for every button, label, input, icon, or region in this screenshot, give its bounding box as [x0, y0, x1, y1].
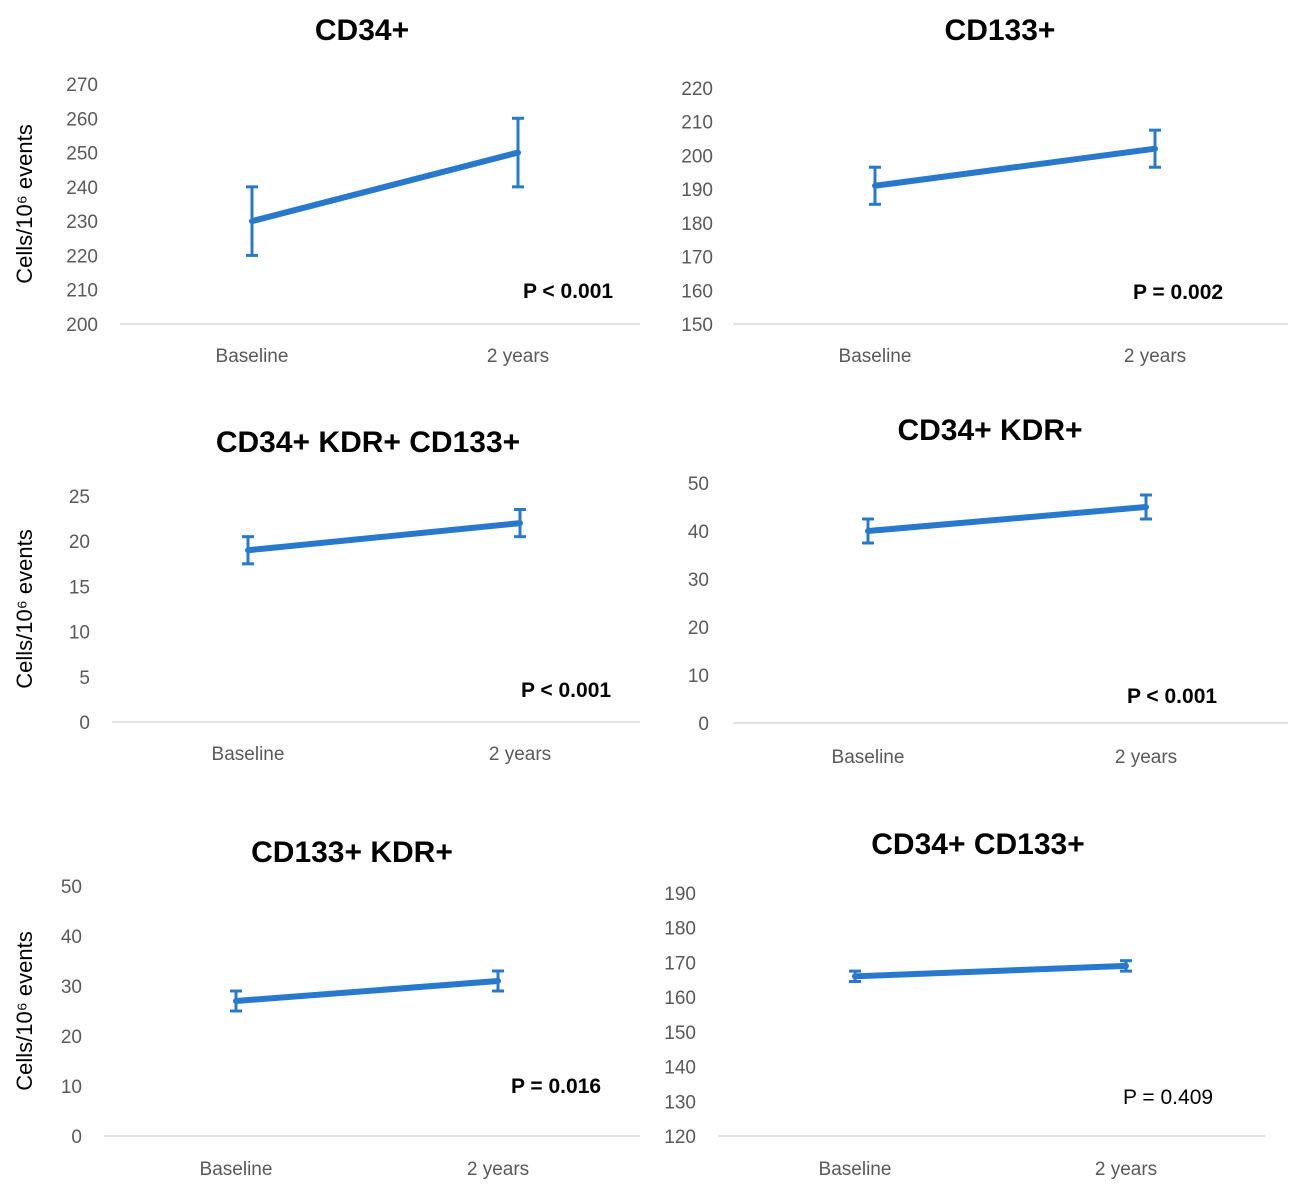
y-tick-label: 190	[681, 180, 713, 201]
x-tick-label: 2 years	[487, 346, 549, 367]
y-tick-label: 150	[664, 1023, 696, 1044]
y-axis-label: Cells/10⁶ events	[12, 124, 37, 283]
y-tick-label: 0	[71, 1127, 82, 1148]
y-tick-label: 40	[688, 522, 709, 543]
series-line	[233, 978, 501, 1004]
y-tick-label: 10	[688, 666, 709, 687]
y-tick-label: 210	[681, 113, 713, 134]
x-tick-label: Baseline	[839, 346, 912, 367]
y-tick-label: 25	[69, 487, 90, 508]
y-tick-label: 120	[664, 1127, 696, 1148]
y-tick-label: 250	[66, 144, 98, 165]
chart-title: CD34+	[315, 14, 409, 47]
y-tick-label: 170	[664, 953, 696, 974]
series-line	[865, 504, 1149, 534]
p-value-label: P = 0.002	[1133, 281, 1223, 304]
x-tick-label: Baseline	[212, 744, 285, 765]
series-line	[249, 149, 521, 225]
chart-title: CD34+ KDR+	[897, 414, 1082, 447]
p-value-label: P = 0.409	[1123, 1086, 1213, 1109]
series-line	[245, 520, 523, 554]
y-tick-label: 20	[61, 1027, 82, 1048]
y-axis-label: Cells/10⁶ events	[12, 529, 37, 688]
p-value-label: P < 0.001	[521, 679, 611, 702]
y-tick-label: 260	[66, 109, 98, 130]
chart-title: CD34+ KDR+ CD133+	[216, 426, 520, 459]
y-tick-label: 30	[61, 977, 82, 998]
x-tick-label: 2 years	[1124, 346, 1186, 367]
chart-title: CD34+ CD133+	[871, 828, 1084, 861]
y-tick-label: 190	[664, 884, 696, 905]
chart-title: CD133+ KDR+	[251, 836, 453, 869]
series-line	[872, 145, 1158, 189]
y-tick-label: 20	[69, 532, 90, 553]
chart-title: CD133+	[945, 14, 1056, 47]
y-tick-label: 0	[79, 713, 90, 734]
x-tick-label: 2 years	[489, 744, 551, 765]
y-tick-label: 30	[688, 570, 709, 591]
y-tick-label: 220	[681, 79, 713, 100]
y-tick-label: 210	[66, 281, 98, 302]
y-tick-label: 200	[66, 315, 98, 336]
x-tick-label: 2 years	[1115, 747, 1177, 768]
p-value-label: P = 0.016	[511, 1075, 601, 1098]
p-value-label: P < 0.001	[523, 280, 613, 303]
y-tick-label: 170	[681, 248, 713, 269]
y-tick-label: 230	[66, 212, 98, 233]
y-tick-label: 15	[69, 577, 90, 598]
y-tick-label: 10	[61, 1077, 82, 1098]
x-tick-label: Baseline	[216, 346, 289, 367]
y-tick-label: 270	[66, 75, 98, 96]
y-tick-label: 220	[66, 246, 98, 267]
y-axis-label: Cells/10⁶ events	[12, 931, 37, 1090]
y-tick-label: 160	[664, 988, 696, 1009]
y-tick-label: 140	[664, 1058, 696, 1079]
y-tick-label: 10	[69, 623, 90, 644]
y-tick-label: 5	[79, 668, 90, 689]
y-tick-label: 160	[681, 281, 713, 302]
y-tick-label: 40	[61, 927, 82, 948]
p-value-label: P < 0.001	[1127, 685, 1217, 708]
y-tick-label: 180	[681, 214, 713, 235]
y-tick-label: 50	[688, 474, 709, 495]
y-tick-label: 0	[698, 714, 709, 735]
x-tick-label: Baseline	[819, 1159, 892, 1179]
y-tick-label: 50	[61, 877, 82, 898]
x-tick-label: 2 years	[1095, 1159, 1157, 1179]
y-tick-label: 200	[681, 146, 713, 167]
y-tick-label: 130	[664, 1092, 696, 1113]
x-tick-label: Baseline	[832, 747, 905, 768]
y-tick-label: 240	[66, 178, 98, 199]
x-tick-label: Baseline	[200, 1159, 273, 1179]
y-tick-label: 150	[681, 315, 713, 336]
y-tick-label: 180	[664, 919, 696, 940]
series-line	[852, 962, 1129, 980]
y-tick-label: 20	[688, 618, 709, 639]
x-tick-label: 2 years	[467, 1159, 529, 1179]
